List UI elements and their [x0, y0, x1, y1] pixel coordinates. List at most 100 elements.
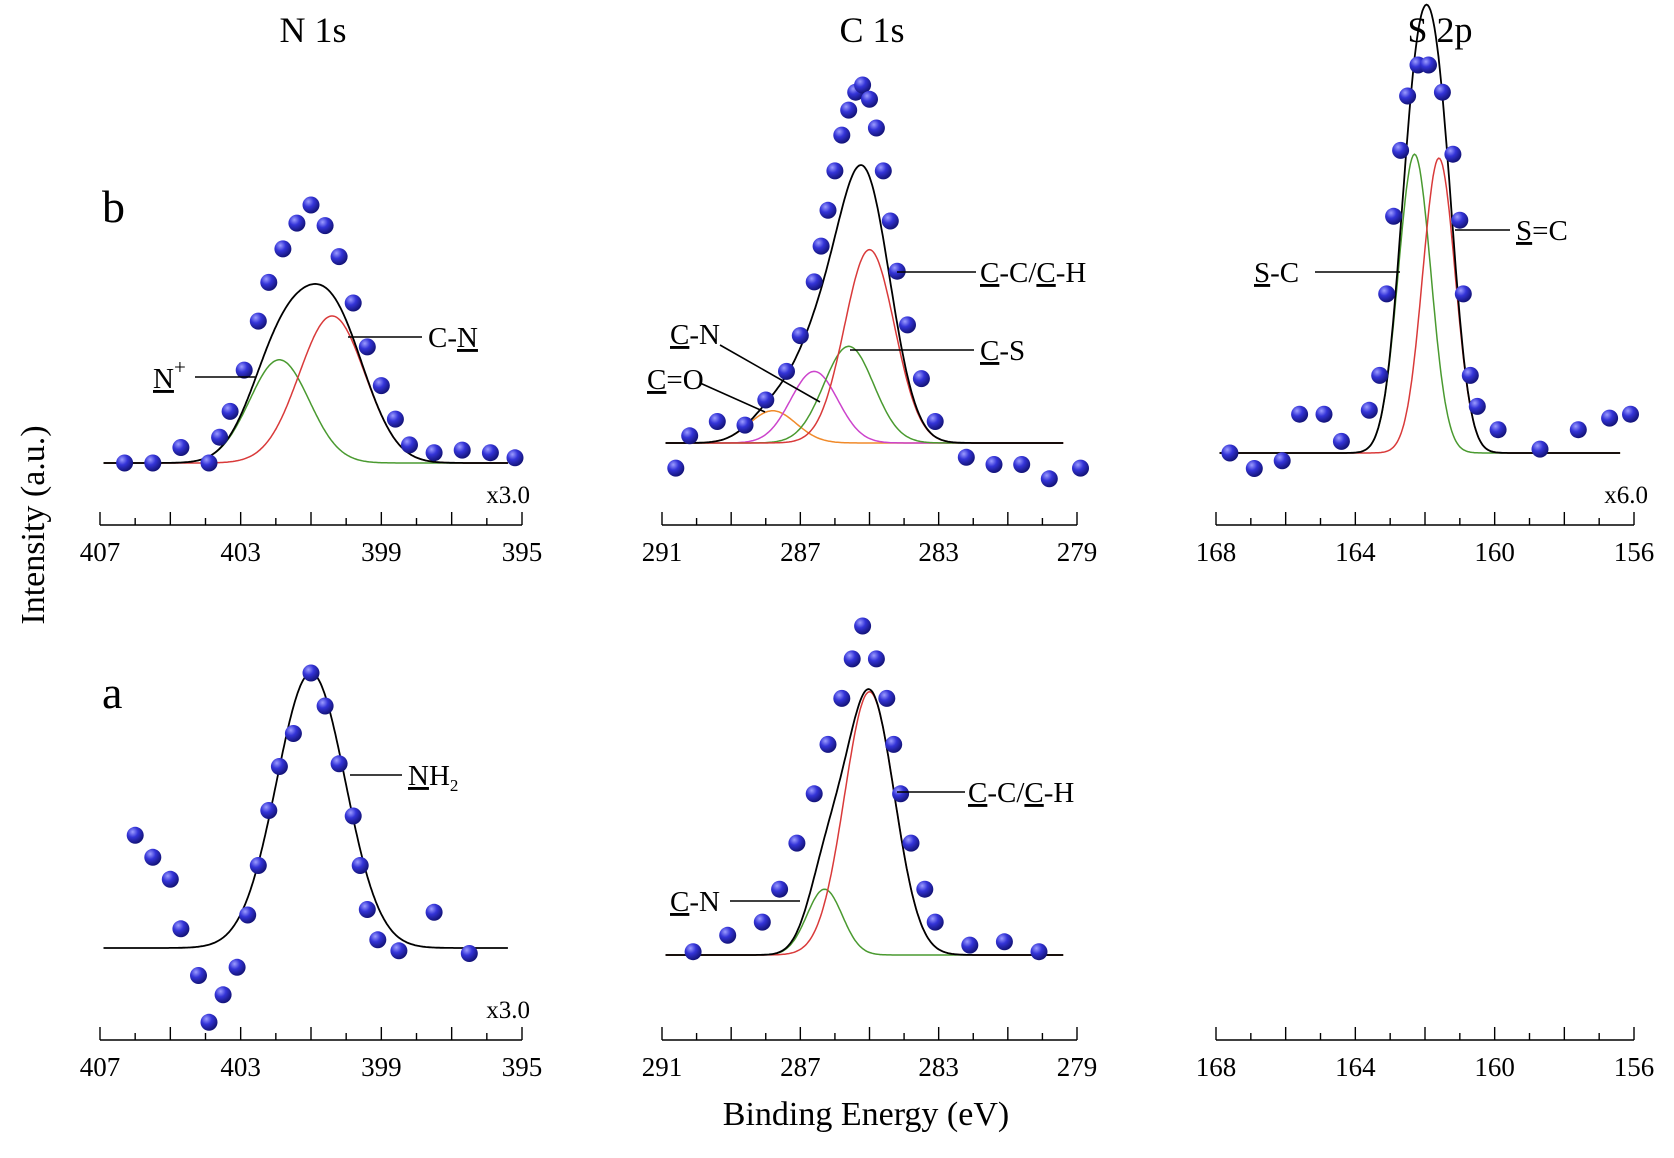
data-point-b-C1s-17 — [874, 162, 892, 180]
data-point-b-S2p-13 — [1420, 56, 1437, 74]
tick-label-b-N1s-399: 399 — [361, 537, 402, 567]
data-point-b-C1s-26 — [1040, 470, 1058, 488]
data-point-b-C1s-23 — [957, 448, 975, 466]
data-point-a-C1s-2 — [753, 913, 771, 931]
data-point-a-N1s-9 — [249, 857, 267, 874]
y-axis-title: Intensity (a.u.) — [15, 425, 52, 624]
data-point-b-N1s-4 — [211, 428, 229, 446]
tick-label-a-N1s-399: 399 — [361, 1052, 402, 1082]
annotation-sdc: S=C — [1516, 215, 1568, 247]
data-point-b-S2p-16 — [1451, 211, 1469, 229]
data-point-a-N1s-0 — [126, 826, 144, 844]
data-point-b-N1s-2 — [172, 439, 190, 456]
data-point-b-N1s-22 — [506, 449, 524, 467]
data-point-b-N1s-3 — [200, 454, 218, 472]
data-point-b-S2p-6 — [1360, 401, 1378, 419]
data-point-a-C1s-11 — [878, 689, 896, 707]
data-point-b-N1s-6 — [235, 361, 253, 379]
data-point-b-C1s-15 — [861, 90, 878, 108]
data-point-b-N1s-18 — [401, 436, 418, 454]
envelope-curve-a-C1s — [665, 688, 1064, 956]
envelope-curve-b-N1s — [103, 282, 508, 464]
tick-label-b-S2p-168: 168 — [1196, 537, 1237, 567]
tick-label-b-C1s-291: 291 — [642, 537, 683, 567]
data-point-a-N1s-4 — [190, 967, 207, 984]
data-point-b-S2p-9 — [1385, 207, 1403, 225]
data-point-b-S2p-20 — [1489, 421, 1507, 439]
data-point-b-C1s-18 — [881, 212, 899, 230]
data-point-b-S2p-7 — [1371, 366, 1389, 384]
envelope-curve-b-S2p — [1219, 3, 1621, 454]
data-point-b-N1s-12 — [316, 217, 334, 235]
data-point-a-N1s-8 — [239, 906, 257, 924]
column-title-s2p: S 2p — [1407, 10, 1472, 50]
data-point-a-N1s-3 — [172, 920, 190, 938]
data-point-b-S2p-21 — [1531, 440, 1549, 458]
data-point-b-N1s-19 — [425, 444, 443, 462]
data-point-b-N1s-15 — [358, 338, 376, 356]
data-point-b-C1s-21 — [912, 370, 930, 388]
data-point-b-C1s-27 — [1072, 459, 1089, 477]
annotation-cs-b: C-S — [980, 335, 1025, 367]
data-point-b-S2p-4 — [1315, 405, 1333, 423]
data-point-b-C1s-10 — [826, 162, 844, 180]
data-point-b-S2p-15 — [1444, 145, 1462, 163]
tick-label-a-S2p-160: 160 — [1474, 1052, 1515, 1082]
data-point-a-N1s-10 — [260, 802, 278, 819]
data-point-a-N1s-7 — [228, 958, 246, 976]
data-point-b-S2p-17 — [1454, 285, 1472, 303]
component-curve-b-C1s-C-N — [665, 370, 1064, 444]
data-point-b-C1s-1 — [681, 427, 699, 445]
multiplier-b-n1s: x3.0 — [486, 482, 530, 509]
data-point-b-N1s-7 — [249, 312, 267, 330]
data-point-b-C1s-22 — [926, 413, 944, 430]
data-point-b-N1s-0 — [116, 454, 134, 472]
data-point-a-N1s-20 — [390, 942, 408, 960]
data-point-b-S2p-10 — [1392, 141, 1410, 159]
data-point-a-N1s-15 — [330, 755, 348, 773]
component-curve-b-S2p-S=C — [1219, 157, 1621, 454]
tick-label-b-N1s-407: 407 — [80, 537, 121, 567]
component-curve-a-C1s-C-C/C-H — [665, 691, 1064, 956]
tick-label-b-C1s-279: 279 — [1057, 537, 1098, 567]
data-point-b-N1s-17 — [386, 410, 404, 428]
annotation-cc-ch-a: C-C/C-H — [968, 777, 1074, 809]
data-point-a-C1s-4 — [788, 834, 806, 852]
data-point-b-N1s-1 — [144, 454, 162, 472]
data-point-a-C1s-0 — [684, 943, 702, 961]
data-point-b-S2p-24 — [1622, 405, 1639, 423]
data-point-b-C1s-25 — [1013, 456, 1031, 473]
data-point-b-C1s-3 — [736, 416, 754, 434]
tick-label-b-S2p-164: 164 — [1335, 537, 1376, 567]
data-point-b-C1s-6 — [791, 327, 809, 345]
tick-label-a-S2p-156: 156 — [1614, 1052, 1655, 1082]
data-point-a-C1s-17 — [961, 936, 979, 954]
data-point-b-N1s-10 — [288, 214, 306, 232]
data-point-b-S2p-14 — [1433, 83, 1451, 101]
data-point-b-C1s-20 — [899, 316, 916, 334]
data-point-b-N1s-20 — [453, 441, 471, 459]
multiplier-b-s2p: x6.0 — [1604, 482, 1648, 509]
data-point-a-N1s-13 — [302, 664, 320, 682]
data-point-a-C1s-8 — [843, 650, 861, 668]
data-point-a-N1s-12 — [284, 725, 302, 742]
data-point-a-N1s-21 — [425, 903, 443, 921]
data-point-a-N1s-5 — [200, 1013, 218, 1031]
data-point-a-C1s-18 — [995, 933, 1013, 951]
data-point-b-N1s-11 — [302, 196, 320, 214]
data-point-b-C1s-4 — [757, 391, 775, 409]
data-point-b-N1s-21 — [481, 444, 499, 462]
data-point-b-N1s-14 — [344, 294, 362, 312]
data-point-a-C1s-14 — [902, 834, 920, 852]
envelope-curve-a-N1s — [103, 672, 508, 949]
data-point-b-S2p-1 — [1245, 460, 1263, 477]
data-point-b-S2p-22 — [1569, 421, 1587, 439]
column-title-c1s: C 1s — [839, 10, 904, 50]
data-point-a-C1s-3 — [771, 880, 789, 898]
data-point-b-C1s-9 — [819, 201, 837, 219]
data-point-b-S2p-19 — [1468, 397, 1486, 415]
tick-label-a-C1s-291: 291 — [642, 1052, 683, 1082]
curves-layer — [103, 3, 1621, 956]
data-point-a-C1s-19 — [1030, 943, 1048, 961]
data-point-b-S2p-8 — [1378, 285, 1396, 303]
